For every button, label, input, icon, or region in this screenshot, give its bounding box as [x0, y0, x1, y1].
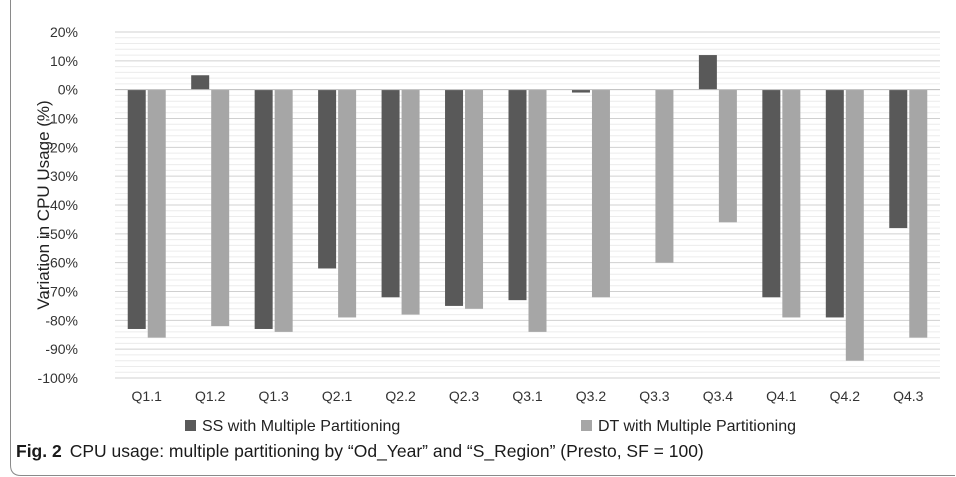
- x-tick-label: Q4.2: [830, 388, 861, 404]
- gridlines: [115, 31, 940, 379]
- y-tick-label: -60%: [45, 255, 78, 271]
- figure-caption: Fig. 2 CPU usage: multiple partitioning b…: [16, 441, 704, 462]
- bar-dt-Q4-1: [782, 89, 801, 318]
- bar-dt-Q2-1: [338, 89, 357, 318]
- bar-dt-Q1-3: [274, 89, 293, 332]
- y-tick-label: -90%: [45, 341, 78, 357]
- legend-swatch: [581, 420, 592, 431]
- y-tick-label: -20%: [45, 139, 78, 155]
- bar-ss-Q2-3: [445, 89, 464, 306]
- bar-dt-Q3-4: [718, 89, 737, 223]
- y-axis-ticks: 20% 10% 0% -10% -20% -30% -40% -50% -60% -70% -80%…: [38, 24, 78, 386]
- x-tick-label: Q4.3: [893, 388, 924, 404]
- caption-text: CPU usage: multiple partitioning by “Od_…: [69, 441, 704, 461]
- bar-dt-Q4-2: [845, 89, 864, 361]
- y-tick-label: -80%: [45, 312, 78, 328]
- x-tick-label: Q4.1: [766, 388, 797, 404]
- bar-ss-Q4-3: [889, 89, 908, 229]
- x-axis-ticks: Q1.1 Q1.2 Q1.3 Q2.1 Q2.2 Q2.3 Q3.1 Q3.2 Q3.3 Q3.4…: [132, 388, 924, 404]
- legend-label: DT with Multiple Partitioning: [598, 418, 796, 435]
- legend-label: SS with Multiple Partitioning: [202, 418, 400, 435]
- y-tick-label: -40%: [45, 197, 78, 213]
- y-tick-label: -10%: [45, 111, 78, 127]
- figure-label: Fig. 2: [16, 441, 62, 461]
- bar-ss-Q3-4: [698, 55, 717, 90]
- bar-ss-Q1-1: [127, 89, 146, 329]
- bar-ss-Q4-1: [762, 89, 781, 298]
- bar-ss-Q3-1: [508, 89, 527, 301]
- x-tick-label: Q1.3: [258, 388, 289, 404]
- bar-dt-Q1-1: [147, 89, 166, 338]
- legend: SS with Multiple Partitioning DT with Mul…: [185, 418, 796, 435]
- bar-dt-Q3-2: [591, 89, 610, 298]
- x-tick-label: Q3.3: [639, 388, 670, 404]
- y-tick-label: 10%: [50, 53, 78, 69]
- x-tick-label: Q2.2: [385, 388, 416, 404]
- x-tick-label: Q2.3: [449, 388, 480, 404]
- bar-ss-Q4-2: [825, 89, 844, 318]
- y-tick-label: -100%: [38, 370, 78, 386]
- bar-chart: 20% 10% 0% -10% -20% -30% -40% -50% -60% -70% -80%…: [34, 24, 940, 435]
- y-tick-label: -70%: [45, 284, 78, 300]
- x-tick-label: Q3.4: [703, 388, 734, 404]
- y-tick-label: 0%: [58, 82, 78, 98]
- y-tick-label: 20%: [50, 24, 78, 40]
- bar-ss-Q1-2: [191, 75, 210, 90]
- bar-dt-Q3-1: [528, 89, 547, 332]
- x-tick-label: Q2.1: [322, 388, 353, 404]
- y-tick-label: -50%: [45, 226, 78, 242]
- y-tick-label: -30%: [45, 168, 78, 184]
- bar-ss-Q3-2: [571, 89, 590, 93]
- x-tick-label: Q3.1: [512, 388, 543, 404]
- legend-swatch: [185, 420, 196, 431]
- x-tick-label: Q1.2: [195, 388, 226, 404]
- x-tick-label: Q3.2: [576, 388, 607, 404]
- bar-ss-Q2-1: [318, 89, 337, 269]
- bar-dt-Q2-2: [401, 89, 420, 315]
- x-tick-label: Q1.1: [132, 388, 163, 404]
- bar-ss-Q1-3: [254, 89, 273, 329]
- bar-dt-Q4-3: [909, 89, 928, 338]
- bar-dt-Q3-3: [655, 89, 674, 263]
- bar-dt-Q1-2: [211, 89, 230, 327]
- bar-ss-Q2-2: [381, 89, 400, 298]
- y-axis-label: Variation in CPU Usage (%): [34, 100, 53, 309]
- bars: [127, 55, 928, 361]
- bar-dt-Q2-3: [465, 89, 484, 309]
